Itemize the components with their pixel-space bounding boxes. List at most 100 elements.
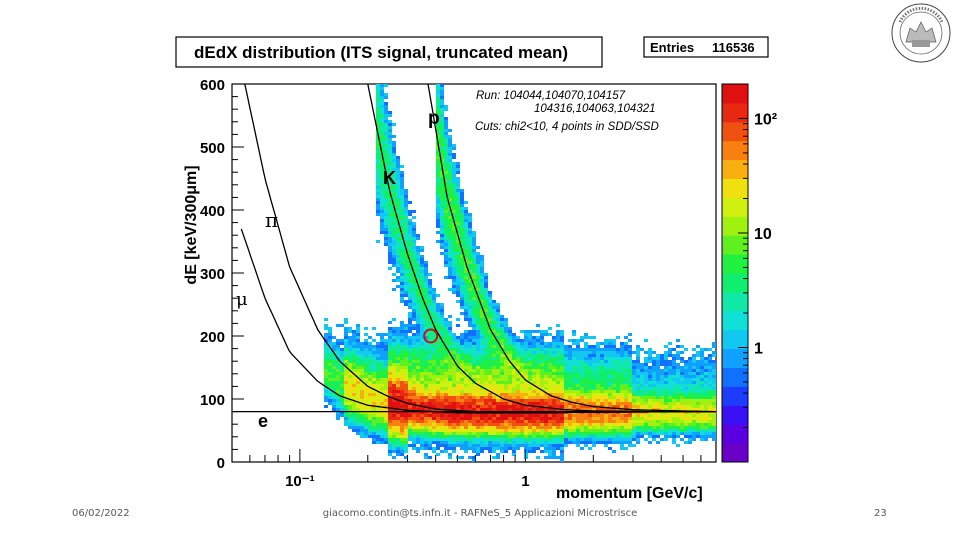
density-cell (384, 216, 388, 219)
density-cell (496, 366, 500, 369)
density-cell (364, 429, 368, 432)
density-cell (532, 402, 536, 405)
density-cell (692, 387, 696, 390)
density-cell (584, 342, 588, 345)
density-cell (440, 306, 444, 309)
density-cell (608, 366, 612, 369)
density-cell (700, 366, 704, 369)
density-cell (404, 195, 408, 198)
curve-p (427, 84, 716, 413)
density-cell (408, 354, 412, 357)
density-cell (556, 366, 560, 369)
density-cell (436, 441, 440, 444)
density-cell (460, 399, 464, 402)
density-cell (456, 384, 460, 387)
density-cell (552, 387, 556, 390)
density-cell (380, 159, 384, 162)
density-cell (344, 381, 348, 384)
density-cell (404, 447, 408, 450)
density-cell (340, 363, 344, 366)
density-cell (696, 345, 700, 348)
density-cell (548, 432, 552, 435)
density-cell (596, 414, 600, 417)
density-cell (640, 348, 644, 351)
density-cell (592, 372, 596, 375)
density-cell (376, 141, 380, 144)
density-cell (484, 348, 488, 351)
density-cell (508, 348, 512, 351)
density-cell (600, 417, 604, 420)
density-cell (360, 417, 364, 420)
density-cell (396, 261, 400, 264)
density-cell (524, 330, 528, 333)
density-cell (396, 411, 400, 414)
density-cell (372, 441, 376, 444)
density-cell (544, 450, 548, 453)
density-cell (476, 438, 480, 441)
density-cell (528, 399, 532, 402)
density-cell (428, 360, 432, 363)
density-cell (400, 345, 404, 348)
density-cell (464, 387, 468, 390)
density-cell (540, 396, 544, 399)
density-cell (428, 333, 432, 336)
density-cell (408, 330, 412, 333)
density-cell (484, 342, 488, 345)
density-cell (404, 348, 408, 351)
density-cell (392, 219, 396, 222)
density-cell (476, 258, 480, 261)
density-cell (388, 408, 392, 411)
density-cell (452, 237, 456, 240)
density-cell (460, 204, 464, 207)
density-cell (460, 336, 464, 339)
density-cell (360, 378, 364, 381)
density-cell (596, 441, 600, 444)
density-cell (432, 303, 436, 306)
density-cell (456, 261, 460, 264)
density-cell (516, 345, 520, 348)
density-cell (484, 357, 488, 360)
density-cell (348, 336, 352, 339)
density-cell (460, 378, 464, 381)
density-cell (376, 186, 380, 189)
density-cell (364, 435, 368, 438)
density-cell (400, 363, 404, 366)
density-cell (688, 387, 692, 390)
density-cell (580, 384, 584, 387)
density-cell (492, 315, 496, 318)
density-cell (400, 291, 404, 294)
density-cell (664, 384, 668, 387)
density-cell (324, 333, 328, 336)
density-cell (672, 381, 676, 384)
density-cell (608, 387, 612, 390)
density-cell (404, 189, 408, 192)
density-cell (660, 393, 664, 396)
density-cell (624, 372, 628, 375)
density-cell (568, 345, 572, 348)
density-cell (444, 165, 448, 168)
density-cell (476, 300, 480, 303)
density-cell (420, 399, 424, 402)
density-cell (388, 111, 392, 114)
density-cell (332, 405, 336, 408)
density-cell (436, 183, 440, 186)
density-cell (688, 399, 692, 402)
density-cell (404, 426, 408, 429)
density-cell (380, 417, 384, 420)
density-cell (604, 372, 608, 375)
density-cell (352, 351, 356, 354)
density-cell (528, 369, 532, 372)
density-cell (440, 207, 444, 210)
density-cell (416, 402, 420, 405)
density-cell (692, 360, 696, 363)
density-cell (640, 384, 644, 387)
density-cell (680, 357, 684, 360)
density-cell (396, 330, 400, 333)
density-cell (344, 420, 348, 423)
density-cell (624, 363, 628, 366)
density-cell (676, 396, 680, 399)
density-cell (480, 399, 484, 402)
density-cell (520, 330, 524, 333)
density-cell (608, 438, 612, 441)
density-cell (572, 354, 576, 357)
